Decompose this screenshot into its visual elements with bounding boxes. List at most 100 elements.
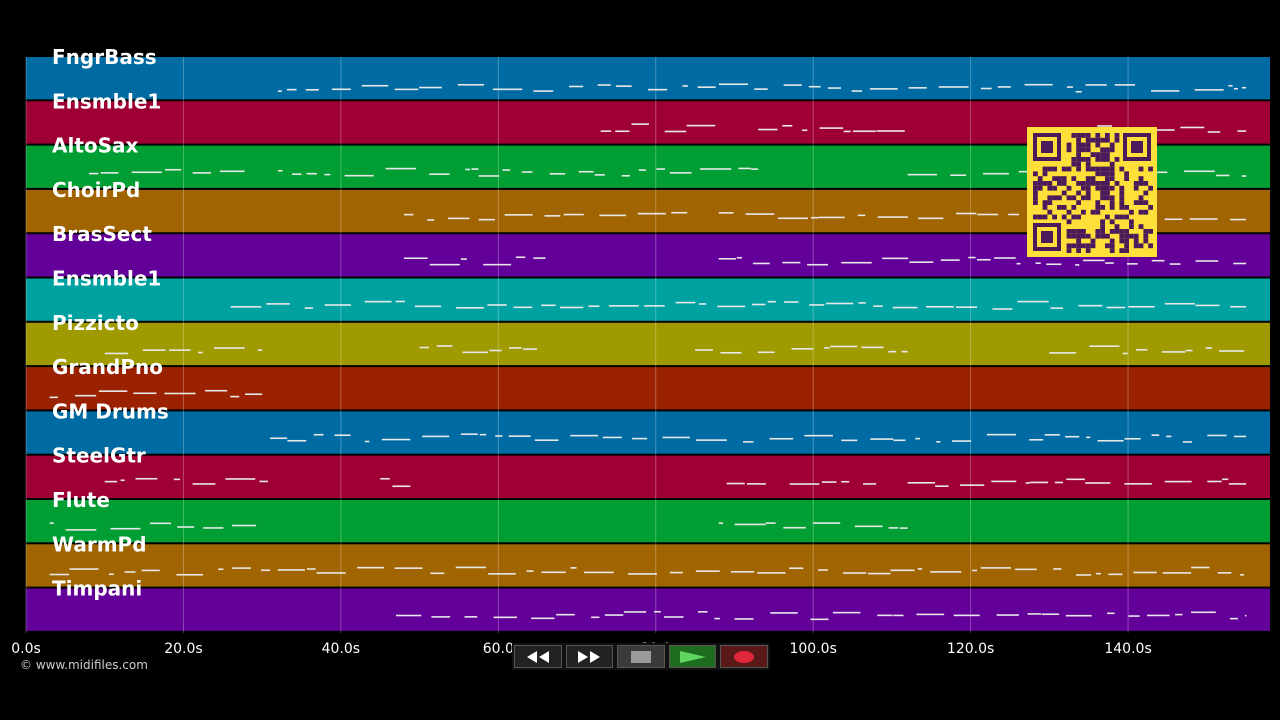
rewind-button[interactable] [514,645,562,668]
track-lane[interactable] [26,57,1270,100]
midi-note [381,438,411,441]
midi-note [287,439,307,442]
track-name: SteelGtr [52,444,146,468]
midi-note [1241,175,1247,177]
midi-note [734,523,766,526]
track-lane[interactable] [26,544,1270,587]
midi-note [972,569,978,572]
track-name: WarmPd [52,532,147,556]
midi-note [556,613,575,616]
midi-note [232,524,257,527]
midi-note [49,396,58,399]
midi-note [334,434,351,437]
midi-note [570,434,599,437]
midi-note [1089,345,1120,347]
midi-note [851,90,863,92]
midi-note [306,172,317,175]
midi-note [245,393,263,396]
stop-button[interactable] [617,645,665,668]
midi-note [357,566,384,569]
midi-note [1233,435,1247,438]
midi-note [483,263,512,266]
midi-note [1228,483,1247,485]
midi-note [261,569,271,572]
track-name: BrasSect [52,222,152,246]
track-name: ChoirPd [52,178,140,202]
midi-note [818,569,828,571]
stop-icon [630,650,651,663]
track-name: Timpani [52,577,142,601]
fast-forward-button[interactable] [565,645,614,668]
track-lane[interactable] [26,455,1270,498]
midi-note [695,349,713,351]
midi-note [615,85,632,87]
midi-note [599,214,626,217]
midi-note [807,263,828,266]
midi-note [131,171,162,174]
midi-note [718,83,748,86]
track-lane[interactable] [26,588,1270,631]
midi-note [600,130,612,132]
midi-note [1146,614,1170,617]
midi-note [1095,572,1101,575]
midi-note [1027,613,1042,615]
midi-note [1230,305,1247,308]
midi-note [935,485,949,487]
midi-note [120,479,125,482]
track-lane[interactable] [26,367,1270,410]
midi-note [1075,574,1092,576]
midi-note [918,217,944,220]
midi-note [1151,90,1180,92]
time-tick-label: 100.0s [789,641,836,657]
midi-note [656,168,666,170]
midi-note [1169,263,1181,265]
midi-note [544,215,561,217]
midi-note [583,571,614,574]
midi-note [1228,84,1233,87]
midi-note [718,522,724,524]
midi-note [277,169,283,172]
midi-note [1222,478,1229,481]
midi-note [1124,483,1152,485]
midi-note [977,213,999,216]
midi-note [478,175,500,177]
midi-note [936,441,941,443]
track-name: GM Drums [52,399,169,423]
midi-note [686,124,716,127]
record-button[interactable] [720,645,768,668]
midi-note [791,348,814,350]
midi-note [419,86,442,89]
midi-note [767,300,776,303]
midi-note [361,84,389,87]
track-lane[interactable] [26,322,1270,366]
midi-note [841,439,858,442]
midi-note [526,570,534,572]
midi-note [854,525,883,528]
track-lane[interactable] [26,411,1270,454]
midi-note [306,568,316,570]
track-lane[interactable] [26,278,1270,321]
midi-note [177,526,195,528]
midi-note [488,573,516,575]
midi-note [502,169,511,171]
midi-note [1162,572,1192,574]
track-lane[interactable] [26,500,1270,543]
midi-note [1185,349,1193,352]
midi-note [627,573,657,575]
midi-note [431,616,451,618]
qr-code[interactable] [1027,127,1157,257]
midi-note [623,611,647,613]
midi-note [141,569,160,572]
midi-note [809,304,825,306]
midi-note [533,90,554,92]
midi-note [395,300,405,303]
midi-note [976,258,991,261]
midi-note [1217,572,1232,574]
midi-note [909,261,934,263]
midi-note [736,256,743,259]
play-button[interactable] [668,645,717,668]
midi-note [392,485,411,488]
midi-note [1114,84,1136,86]
midi-note [1151,259,1165,262]
